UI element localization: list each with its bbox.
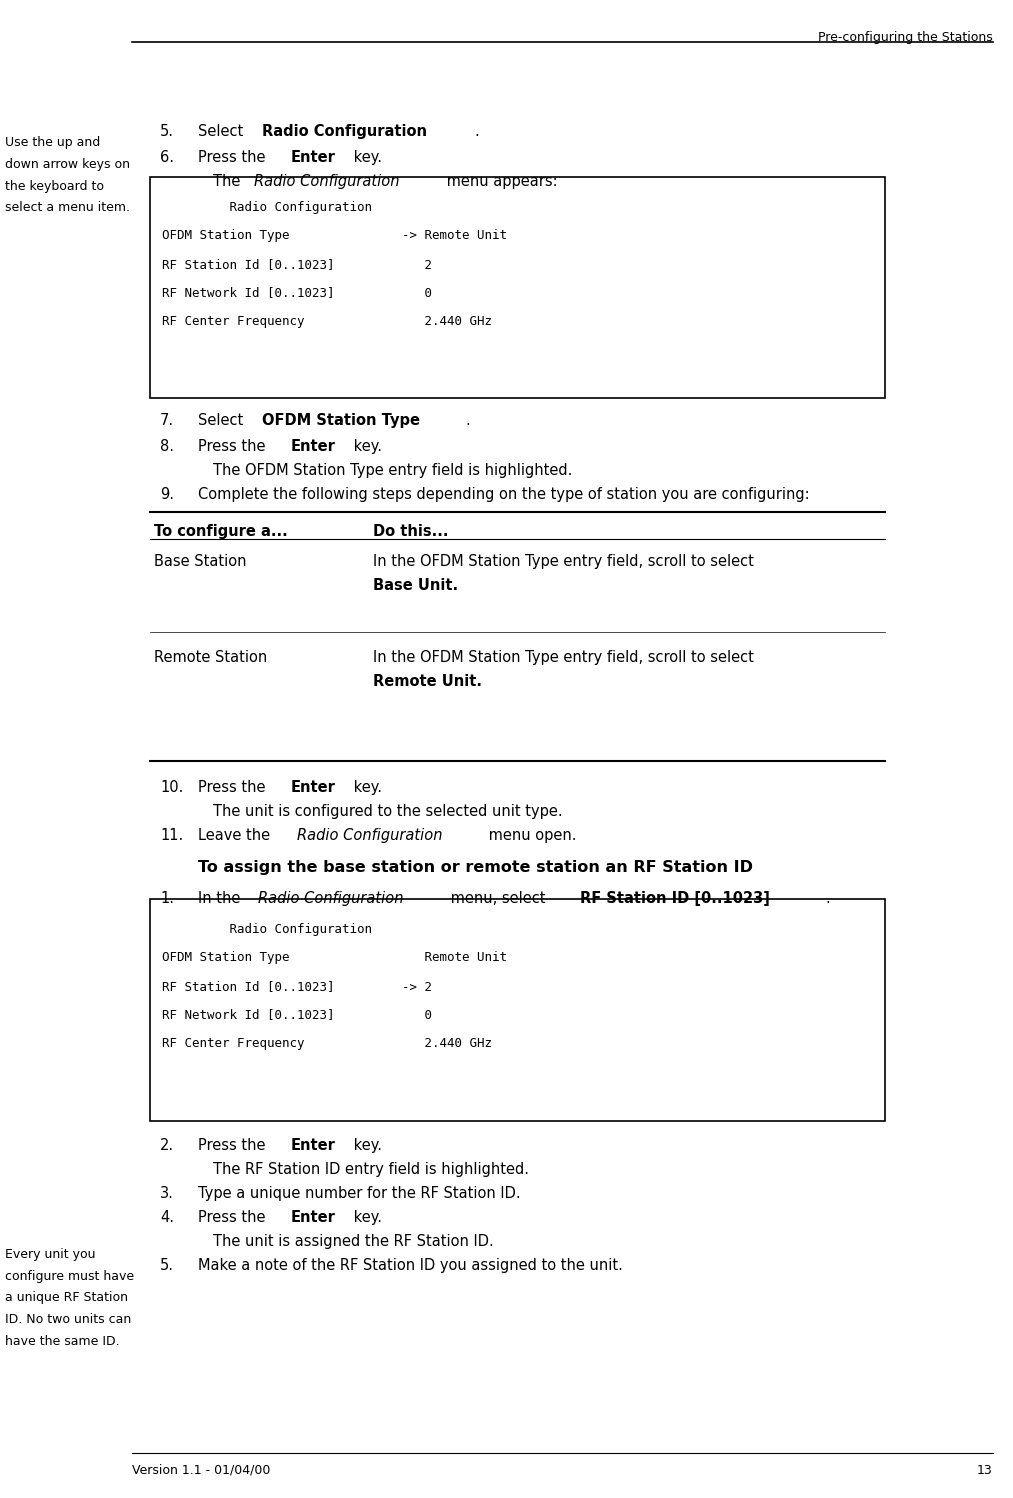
Text: In the OFDM Station Type entry field, scroll to select: In the OFDM Station Type entry field, sc… xyxy=(373,554,754,569)
Text: menu open.: menu open. xyxy=(484,828,576,843)
Text: Remote Unit.: Remote Unit. xyxy=(373,674,482,689)
Text: Every unit you: Every unit you xyxy=(5,1248,95,1261)
Text: Leave the: Leave the xyxy=(198,828,275,843)
Text: Type a unique number for the RF Station ID.: Type a unique number for the RF Station … xyxy=(198,1186,520,1201)
Text: configure must have: configure must have xyxy=(5,1270,134,1282)
Text: OFDM Station Type: OFDM Station Type xyxy=(262,413,420,428)
Text: RF Center Frequency                2.440 GHz: RF Center Frequency 2.440 GHz xyxy=(162,1037,492,1050)
Text: have the same ID.: have the same ID. xyxy=(5,1335,120,1348)
Text: menu appears:: menu appears: xyxy=(442,174,557,189)
Text: Do this...: Do this... xyxy=(373,524,449,539)
Text: 13: 13 xyxy=(977,1464,993,1477)
Text: In the OFDM Station Type entry field, scroll to select: In the OFDM Station Type entry field, sc… xyxy=(373,650,754,665)
Text: RF Station Id [0..1023]         -> 2: RF Station Id [0..1023] -> 2 xyxy=(162,980,433,993)
Text: Remote Station: Remote Station xyxy=(154,650,267,665)
Text: RF Network Id [0..1023]            0: RF Network Id [0..1023] 0 xyxy=(162,286,433,300)
Text: OFDM Station Type               -> Remote Unit: OFDM Station Type -> Remote Unit xyxy=(162,229,508,243)
Text: .: . xyxy=(466,413,470,428)
Text: In the: In the xyxy=(198,891,244,906)
Text: 5.: 5. xyxy=(160,124,174,139)
FancyBboxPatch shape xyxy=(150,177,885,398)
Text: key.: key. xyxy=(348,1210,382,1225)
Text: 4.: 4. xyxy=(160,1210,174,1225)
Text: 3.: 3. xyxy=(160,1186,174,1201)
Text: Radio Configuration: Radio Configuration xyxy=(254,174,399,189)
Text: key.: key. xyxy=(348,780,382,795)
Text: the keyboard to: the keyboard to xyxy=(5,180,104,193)
Text: RF Station ID [0..1023]: RF Station ID [0..1023] xyxy=(580,891,770,906)
Text: Press the: Press the xyxy=(198,780,269,795)
Text: 1.: 1. xyxy=(160,891,174,906)
Text: key.: key. xyxy=(348,150,382,165)
Text: The unit is assigned the RF Station ID.: The unit is assigned the RF Station ID. xyxy=(213,1234,493,1249)
Text: select a menu item.: select a menu item. xyxy=(5,202,130,214)
Text: The RF Station ID entry field is highlighted.: The RF Station ID entry field is highlig… xyxy=(213,1162,529,1177)
Text: OFDM Station Type                  Remote Unit: OFDM Station Type Remote Unit xyxy=(162,951,508,965)
Text: 2.: 2. xyxy=(160,1138,174,1153)
Text: Enter: Enter xyxy=(291,1210,335,1225)
FancyBboxPatch shape xyxy=(150,899,885,1121)
Text: Use the up and: Use the up and xyxy=(5,136,100,150)
Text: To configure a...: To configure a... xyxy=(154,524,288,539)
Text: Pre-configuring the Stations: Pre-configuring the Stations xyxy=(817,31,993,45)
Text: Complete the following steps depending on the type of station you are configurin: Complete the following steps depending o… xyxy=(198,487,809,502)
Text: key.: key. xyxy=(348,1138,382,1153)
Text: Enter: Enter xyxy=(291,780,335,795)
Text: .: . xyxy=(826,891,830,906)
Text: Radio Configuration: Radio Configuration xyxy=(297,828,442,843)
Text: Version 1.1 - 01/04/00: Version 1.1 - 01/04/00 xyxy=(132,1464,270,1477)
Text: 10.: 10. xyxy=(160,780,183,795)
Text: 5.: 5. xyxy=(160,1258,174,1273)
Text: Radio Configuration: Radio Configuration xyxy=(162,201,372,214)
Text: RF Station Id [0..1023]            2: RF Station Id [0..1023] 2 xyxy=(162,258,433,271)
Text: To assign the base station or remote station an RF Station ID: To assign the base station or remote sta… xyxy=(198,860,753,875)
Text: ID. No two units can: ID. No two units can xyxy=(5,1312,132,1326)
Text: Select: Select xyxy=(198,124,247,139)
Text: Press the: Press the xyxy=(198,1138,269,1153)
Text: down arrow keys on: down arrow keys on xyxy=(5,159,130,171)
Text: 6.: 6. xyxy=(160,150,174,165)
Text: Press the: Press the xyxy=(198,1210,269,1225)
Text: 8.: 8. xyxy=(160,439,174,454)
Text: a unique RF Station: a unique RF Station xyxy=(5,1291,128,1305)
Text: The: The xyxy=(213,174,245,189)
Text: .: . xyxy=(475,124,479,139)
Text: 9.: 9. xyxy=(160,487,174,502)
Text: Base Unit.: Base Unit. xyxy=(373,578,458,593)
Text: RF Center Frequency                2.440 GHz: RF Center Frequency 2.440 GHz xyxy=(162,315,492,328)
Text: menu, select: menu, select xyxy=(446,891,550,906)
Text: The OFDM Station Type entry field is highlighted.: The OFDM Station Type entry field is hig… xyxy=(213,463,572,478)
Text: RF Network Id [0..1023]            0: RF Network Id [0..1023] 0 xyxy=(162,1008,433,1022)
Text: The unit is configured to the selected unit type.: The unit is configured to the selected u… xyxy=(213,804,562,819)
Text: Radio Configuration: Radio Configuration xyxy=(258,891,403,906)
Text: Make a note of the RF Station ID you assigned to the unit.: Make a note of the RF Station ID you ass… xyxy=(198,1258,622,1273)
Text: Enter: Enter xyxy=(291,150,335,165)
Text: 11.: 11. xyxy=(160,828,183,843)
Text: 7.: 7. xyxy=(160,413,174,428)
Text: Radio Configuration: Radio Configuration xyxy=(262,124,426,139)
Text: Select: Select xyxy=(198,413,247,428)
Text: key.: key. xyxy=(348,439,382,454)
Text: Base Station: Base Station xyxy=(154,554,246,569)
Text: Radio Configuration: Radio Configuration xyxy=(162,923,372,936)
Text: Press the: Press the xyxy=(198,439,269,454)
Text: Press the: Press the xyxy=(198,150,269,165)
Text: Enter: Enter xyxy=(291,1138,335,1153)
Text: Enter: Enter xyxy=(291,439,335,454)
